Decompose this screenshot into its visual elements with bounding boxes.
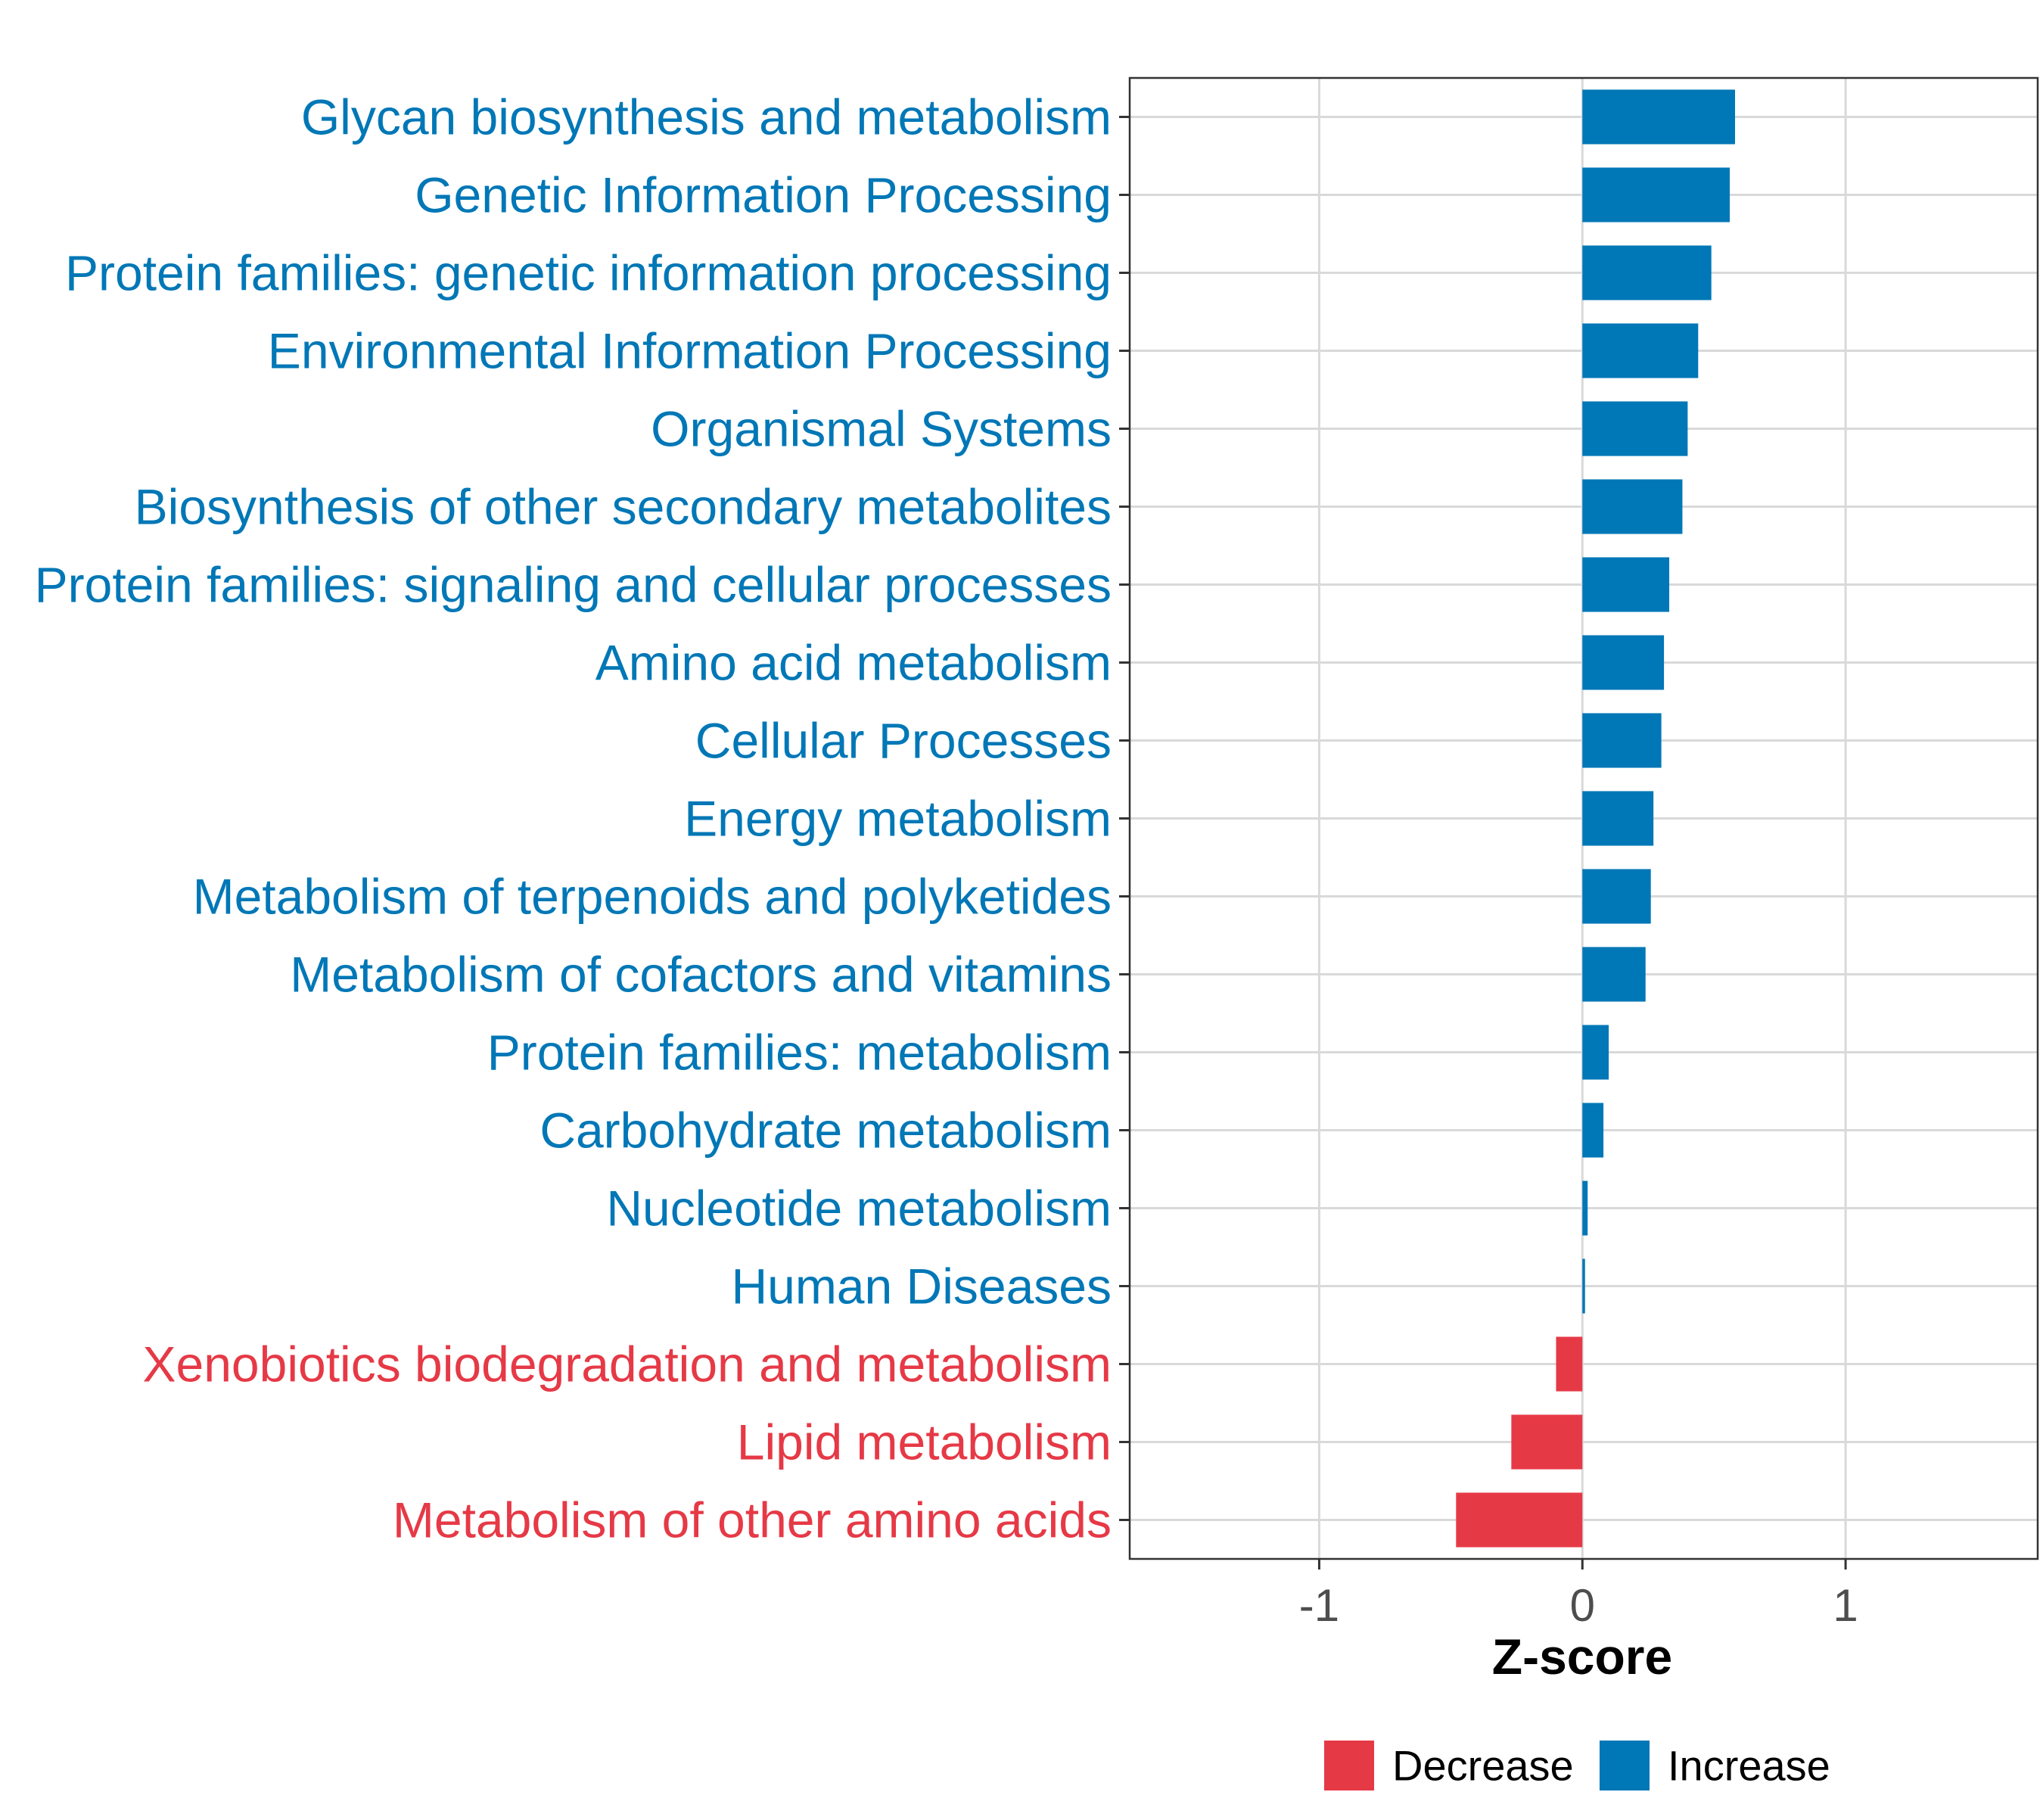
x-tick-label: 1 xyxy=(1833,1580,1858,1631)
category-label: Glycan biosynthesis and metabolism xyxy=(301,89,1112,145)
category-label: Human Diseases xyxy=(731,1258,1112,1314)
bar xyxy=(1582,947,1646,1002)
category-label: Protein families: genetic information pr… xyxy=(65,245,1112,301)
bar xyxy=(1582,1258,1585,1314)
bar xyxy=(1582,401,1688,456)
legend: Decrease Increase xyxy=(1324,1741,1830,1790)
bar-layer xyxy=(1456,89,1735,1548)
bar xyxy=(1582,1025,1609,1080)
bar xyxy=(1582,869,1651,924)
category-label: Genetic Information Processing xyxy=(415,167,1112,223)
y-axis: Glycan biosynthesis and metabolism Geneti… xyxy=(35,89,1130,1548)
category-label: Metabolism of cofactors and vitamins xyxy=(290,947,1112,1003)
category-label: Biosynthesis of other secondary metaboli… xyxy=(135,479,1112,535)
x-axis: -1 0 1 xyxy=(1299,1559,1858,1631)
bar xyxy=(1582,791,1654,846)
legend-label: Decrease xyxy=(1392,1742,1574,1790)
legend-key-increase xyxy=(1600,1741,1650,1790)
category-label: Organismal Systems xyxy=(651,401,1112,457)
bar xyxy=(1456,1492,1583,1548)
bar xyxy=(1582,713,1662,768)
bar xyxy=(1556,1336,1583,1392)
bar xyxy=(1582,635,1665,690)
category-label: Cellular Processes xyxy=(695,713,1112,769)
bar xyxy=(1582,89,1735,145)
category-label: Carbohydrate metabolism xyxy=(540,1103,1112,1159)
category-label: Protein families: signaling and cellular… xyxy=(35,557,1112,613)
bar xyxy=(1582,167,1730,222)
bar xyxy=(1582,1103,1604,1158)
x-axis-title: Z-score xyxy=(1492,1629,1672,1685)
bar xyxy=(1582,557,1670,612)
category-label: Metabolism of other amino acids xyxy=(393,1492,1112,1548)
x-tick-label: 0 xyxy=(1570,1580,1595,1631)
bar xyxy=(1582,323,1699,378)
category-label: Protein families: metabolism xyxy=(487,1025,1112,1081)
category-label: Nucleotide metabolism xyxy=(606,1181,1112,1237)
bar xyxy=(1582,245,1712,300)
category-label: Xenobiotics biodegradation and metabolis… xyxy=(143,1336,1112,1392)
category-label: Energy metabolism xyxy=(684,791,1112,847)
legend-item-decrease: Decrease xyxy=(1324,1741,1574,1790)
category-label: Environmental Information Processing xyxy=(268,323,1112,379)
legend-item-increase: Increase xyxy=(1600,1741,1830,1790)
category-label: Metabolism of terpenoids and polyketides xyxy=(193,869,1112,925)
category-label: Amino acid metabolism xyxy=(595,635,1112,691)
bar xyxy=(1511,1414,1583,1470)
bar xyxy=(1582,479,1683,534)
legend-key-decrease xyxy=(1324,1741,1374,1790)
bar xyxy=(1582,1181,1588,1236)
x-tick-label: -1 xyxy=(1299,1580,1339,1631)
legend-label: Increase xyxy=(1668,1742,1830,1790)
category-label: Lipid metabolism xyxy=(737,1414,1112,1470)
